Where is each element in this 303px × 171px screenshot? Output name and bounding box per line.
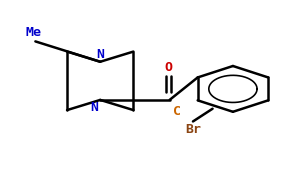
- Text: N: N: [96, 48, 104, 61]
- Text: O: O: [165, 61, 173, 74]
- Text: C: C: [173, 105, 181, 118]
- Text: Br: Br: [185, 123, 201, 136]
- Text: N: N: [91, 101, 99, 114]
- Text: Me: Me: [26, 26, 42, 39]
